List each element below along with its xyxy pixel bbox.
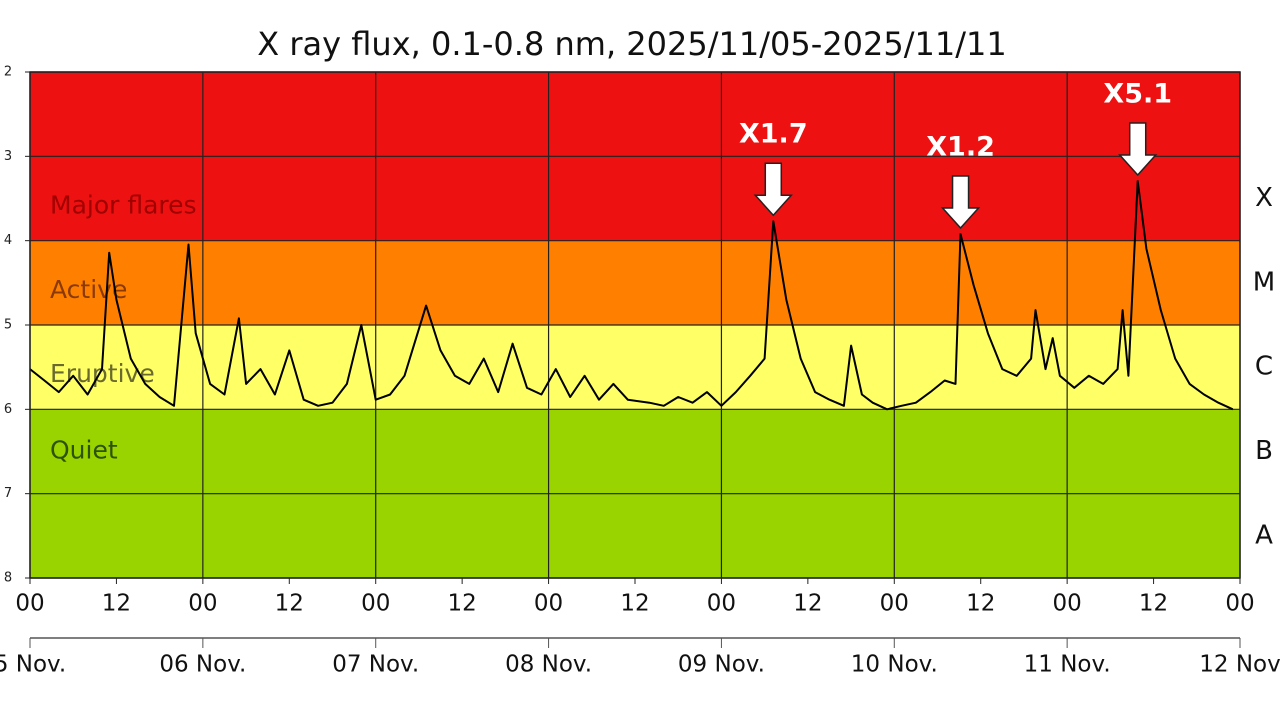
x-tick-label: 12 — [448, 591, 477, 617]
y-tick-label: 2 — [4, 65, 12, 80]
annotation-label: X1.7 — [739, 119, 808, 150]
y-tick-label: 6 — [4, 402, 12, 417]
x-tick-label: 12 — [1139, 591, 1168, 617]
annotation-arrow — [753, 162, 793, 217]
x-tick-label: 00 — [880, 591, 909, 617]
annotation-arrow — [1118, 122, 1158, 177]
x-tick-label: 12 — [620, 591, 649, 617]
y-tick-label: 4 — [4, 233, 12, 248]
flux-line — [29, 180, 1234, 411]
day-label: 5 Nov. — [0, 652, 66, 678]
band — [30, 240, 1240, 325]
x-tick-label: 12 — [275, 591, 304, 617]
annotation-label: X5.1 — [1103, 78, 1172, 109]
x-tick-label: 00 — [707, 591, 736, 617]
annotation-label: X1.2 — [926, 131, 995, 162]
class-label: M — [1253, 267, 1275, 297]
y-tick-label: 8 — [4, 571, 12, 586]
y-tick-label: 3 — [4, 149, 12, 164]
day-label: 11 Nov. — [1024, 652, 1111, 678]
x-tick-label: 00 — [1225, 591, 1254, 617]
x-tick-label: 12 — [966, 591, 995, 617]
band-label: Major flares — [50, 190, 197, 219]
chart-title: X ray flux, 0.1-0.8 nm, 2025/11/05-2025/… — [257, 25, 1006, 63]
annotation-arrow — [940, 175, 981, 230]
x-tick-label: 00 — [361, 591, 390, 617]
x-tick-label: 00 — [188, 591, 217, 617]
y-tick-label: 5 — [4, 318, 12, 333]
x-tick-label: 12 — [102, 591, 131, 617]
band — [30, 325, 1240, 410]
x-tick-label: 00 — [534, 591, 563, 617]
day-label: 09 Nov. — [678, 652, 765, 678]
day-label: 12 Nov — [1199, 652, 1280, 678]
day-label: 07 Nov. — [332, 652, 419, 678]
x-tick-label: 12 — [793, 591, 822, 617]
day-label: 10 Nov. — [851, 652, 938, 678]
plot-frame — [29, 71, 1241, 579]
class-label: C — [1255, 352, 1273, 382]
y-tick-label: 7 — [4, 486, 12, 501]
day-label: 06 Nov. — [159, 652, 246, 678]
class-label: B — [1255, 436, 1273, 466]
day-label: 08 Nov. — [505, 652, 592, 678]
band-label: Quiet — [50, 436, 118, 465]
x-tick-label: 00 — [15, 591, 44, 617]
class-label: A — [1255, 520, 1273, 550]
x-tick-label: 00 — [1053, 591, 1082, 617]
class-label: X — [1255, 183, 1273, 213]
